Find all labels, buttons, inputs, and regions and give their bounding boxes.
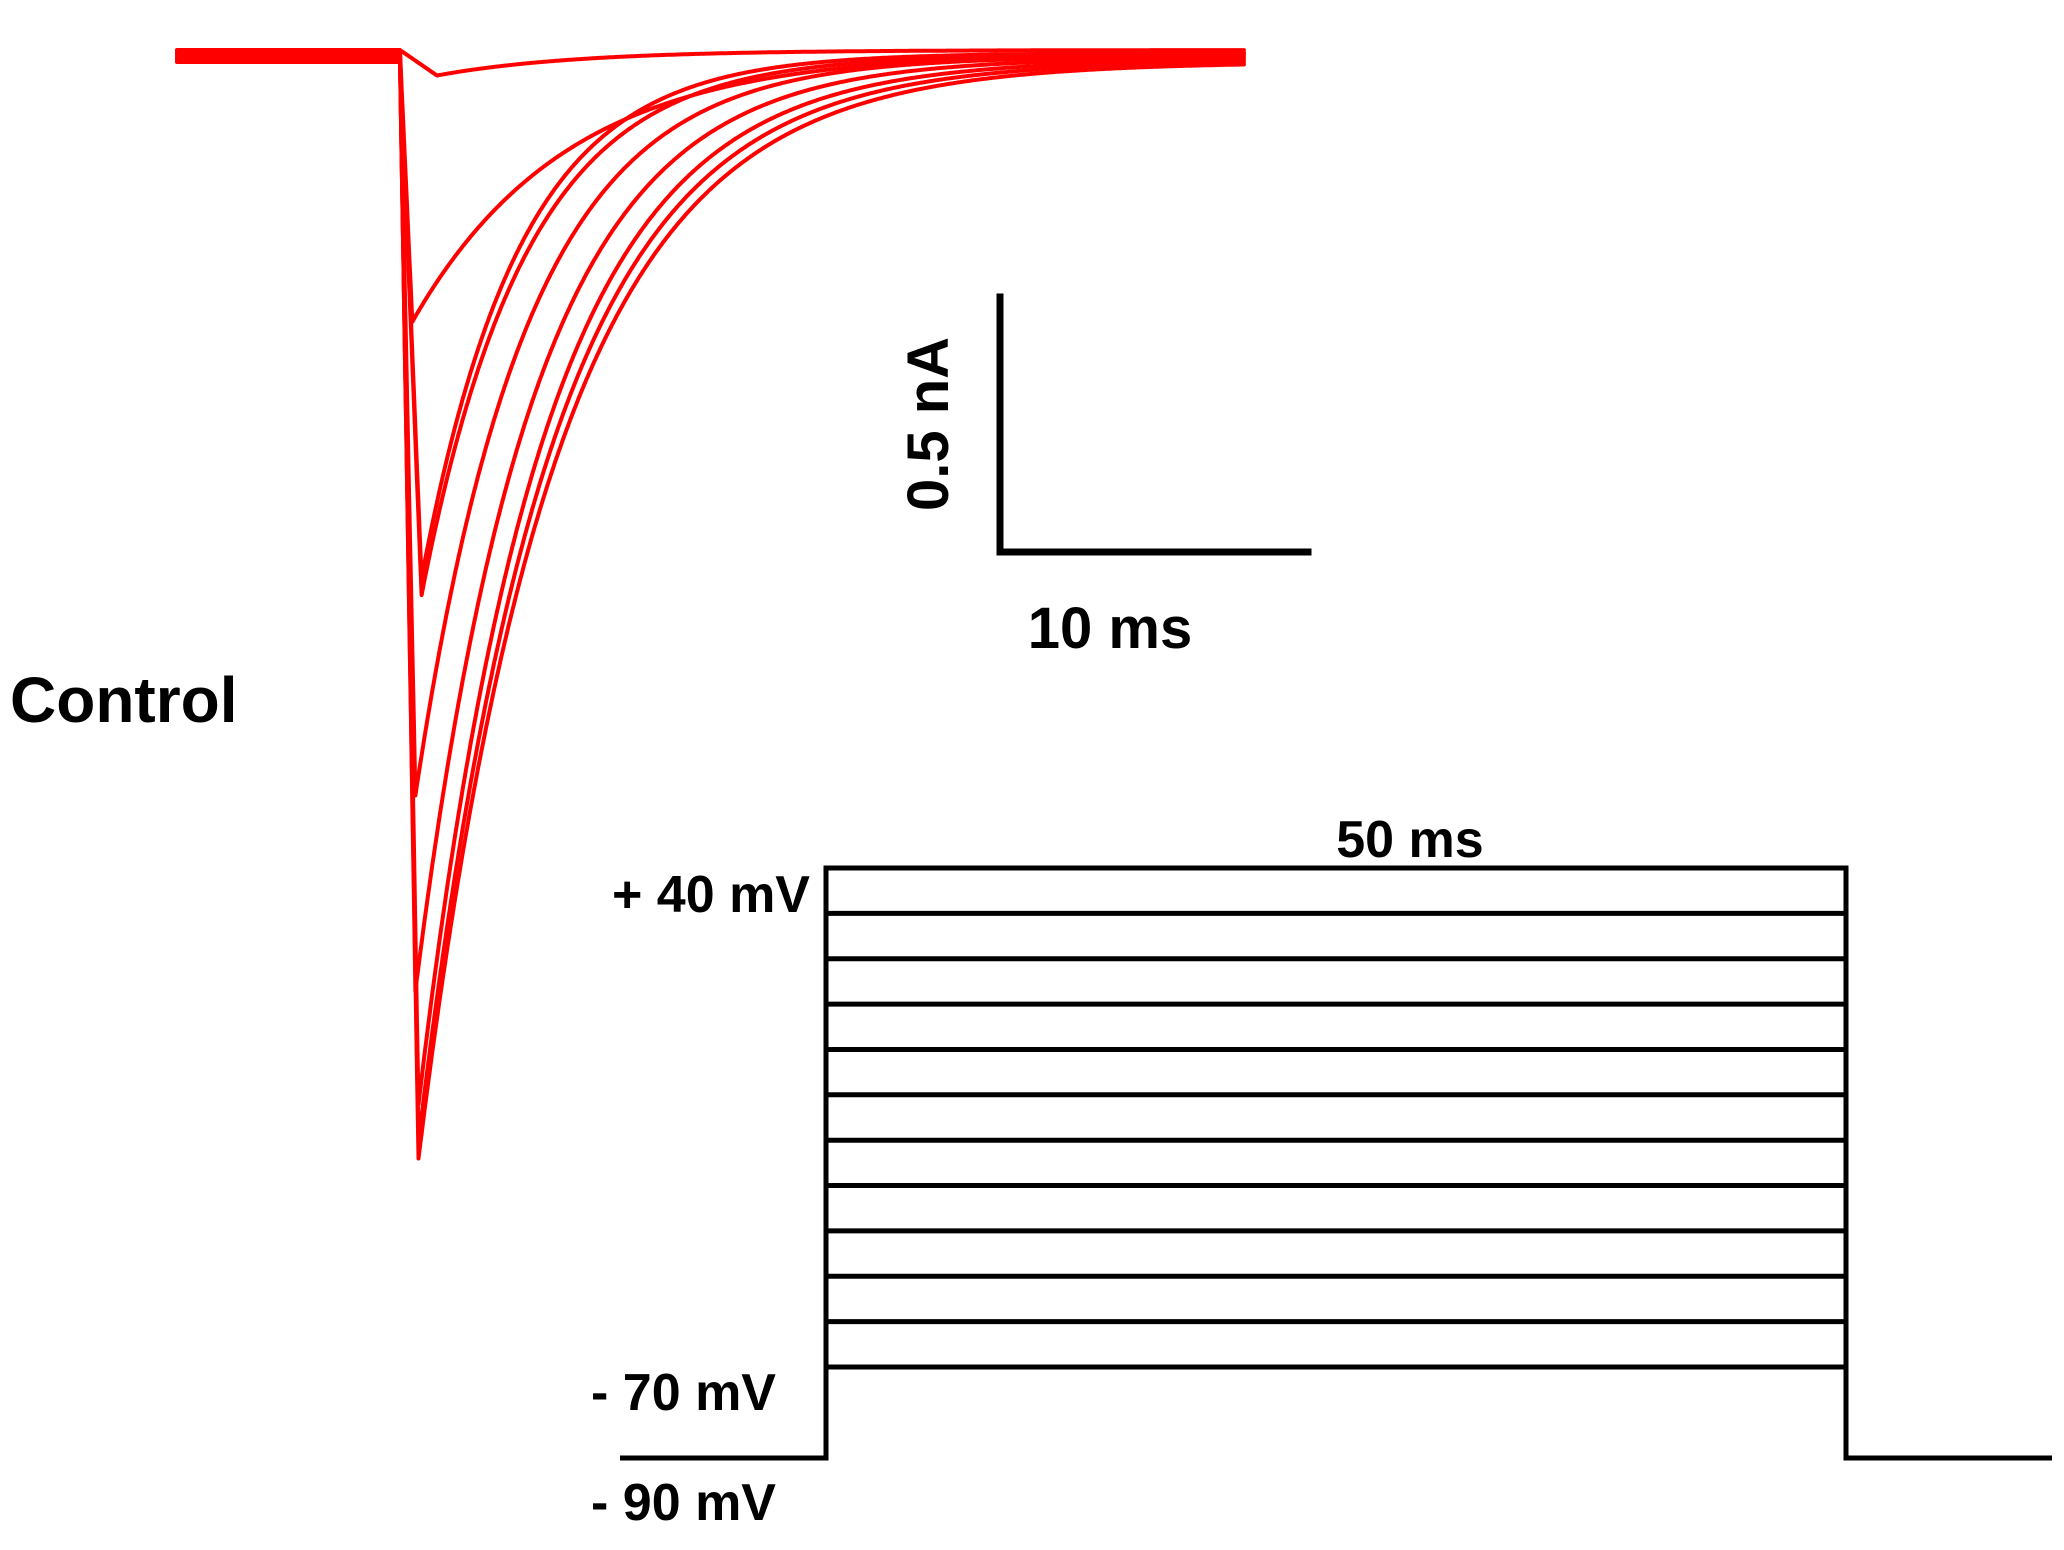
top-step-label: + 40 mV [612, 866, 810, 924]
current-trace [175, 57, 1246, 1107]
current-traces [175, 48, 1246, 1161]
holding-label: - 90 mV [591, 1474, 776, 1532]
current-trace [175, 55, 1246, 993]
current-trace [175, 60, 1246, 1161]
voltage-protocol: 50 ms + 40 mV - 70 mV - 90 mV [591, 811, 2052, 1532]
protocol-steps [826, 910, 1846, 1370]
current-scale-label: 0.5 nA [896, 337, 961, 511]
scale-bar: 0.5 nA 10 ms [896, 293, 1312, 661]
condition-label: Control [10, 664, 238, 736]
current-trace [175, 58, 1246, 1144]
time-scale-label: 10 ms [1028, 596, 1192, 661]
bottom-step-label: - 70 mV [591, 1364, 776, 1422]
current-trace [175, 54, 1246, 798]
current-trace [175, 52, 1246, 598]
current-trace [175, 48, 1246, 78]
protocol-outline [620, 865, 2052, 1461]
duration-label: 50 ms [1336, 811, 1483, 869]
